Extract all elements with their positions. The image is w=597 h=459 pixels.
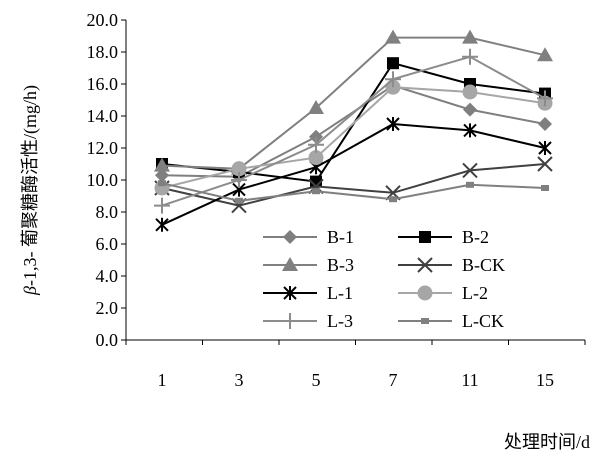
data-point-b-ck [462,162,478,179]
y-axis-title: β-1,3- 葡聚糖酶活性/(mg/h) [20,85,41,296]
series-line-l-2 [161,86,546,189]
series-l-2 [154,79,553,196]
data-point-l-1 [538,141,552,155]
data-point-l-ck [235,197,243,204]
data-point-l-ck [389,196,397,203]
legend-marker-l-3 [282,313,298,329]
x-tick-label: 5 [312,370,321,390]
y-tick-label: 6.0 [96,234,119,254]
data-point-b-3 [154,157,170,172]
y-tick-label: 0.0 [96,330,119,350]
data-point-b-1 [538,117,552,131]
series-line-l-1 [161,122,546,226]
legend-item-l-2: L-2 [398,283,488,303]
data-point-l-3 [462,48,478,65]
y-tick-label: 18.0 [87,42,119,62]
y-tick-label: 14.0 [87,106,119,126]
data-point-b-ck [537,156,553,172]
legend-item-l-ck: L-CK [398,311,504,331]
y-tick-label: 20.0 [87,10,119,30]
series-b-3 [154,29,553,175]
data-point-b-1 [155,168,169,183]
legend-marker-l-ck [421,318,429,324]
data-point-l-2 [231,161,247,177]
data-point-b-1 [463,102,477,117]
y-tick-label: 8.0 [96,202,119,222]
legend-marker-l-2 [417,285,433,301]
legend-label: B-CK [462,255,505,275]
legend-label: L-2 [462,283,488,303]
legend-label: L-CK [462,311,504,331]
data-point-b-3 [308,100,324,114]
legend-item-l-3: L-3 [263,311,353,331]
y-tick-label: 2.0 [96,298,119,318]
series-line-b-1 [161,84,546,178]
legend-item-l-1: L-1 [263,283,353,303]
legend-marker-b-2 [419,231,431,243]
data-point-l-3 [154,197,170,214]
data-point-l-ck [466,181,474,188]
data-point-l-ck [541,185,549,191]
data-point-l-1 [386,117,400,131]
data-point-l-1 [463,123,477,138]
data-point-l-1 [155,217,169,232]
y-tick-label: 10.0 [87,170,119,190]
y-axis-title-prefix: β [20,286,40,296]
y-tick-label: 12.0 [87,138,119,158]
x-tick-label: 3 [235,370,244,390]
data-point-l-ck [312,188,320,195]
legend-label: B-2 [462,227,489,247]
x-axis-ticks: 1 3 5 7 11 15 [125,340,586,390]
data-point-l-2 [308,150,324,166]
data-point-l-3 [537,90,553,107]
series-layer [154,29,553,232]
x-tick-label: 11 [461,370,478,390]
legend-item-b-1: B-1 [263,227,354,247]
data-point-b-3 [462,29,478,44]
data-point-l-3 [385,71,401,88]
legend-marker-b-ck [417,257,433,273]
y-tick-label: 4.0 [96,266,119,286]
data-point-b-3 [385,29,401,44]
legend-label: B-3 [327,255,354,275]
series-l-1 [155,117,552,232]
legend-label: L-1 [327,283,353,303]
data-point-b-2 [387,57,399,70]
legend-marker-l-1 [283,286,297,300]
series-l-ck [158,180,549,204]
data-point-l-3 [308,136,324,153]
x-tick-label: 7 [389,370,398,390]
data-point-l-2 [462,84,478,100]
legend: B-1 B-2 B-3 B-CK L-1 L-2 L-3 L-CK [263,227,505,331]
data-point-b-3 [537,47,553,62]
legend-item-b-2: B-2 [398,227,489,247]
x-tick-label: 15 [536,370,554,390]
series-line-b-3 [161,36,546,170]
y-axis-ticks: 0.0 2.0 4.0 6.0 8.0 10.0 12.0 14.0 16.0 18.0 20.0 [87,10,126,350]
legend-label: L-3 [327,311,353,331]
data-point-l-ck [158,180,166,187]
series-line-l-ck [161,182,546,202]
legend-label: B-1 [327,227,354,247]
legend-item-b-3: B-3 [263,255,354,275]
legend-item-b-ck: B-CK [398,255,505,275]
series-l-3 [154,48,553,214]
x-tick-label: 1 [158,370,167,390]
y-tick-label: 16.0 [87,74,119,94]
data-point-l-3 [231,172,247,188]
y-axis-title-text: -1,3- 葡聚糖酶活性/(mg/h) [20,85,41,286]
series-line-b-ck [161,163,546,207]
x-axis-title: 处理时间/d [504,432,590,452]
legend-marker-b-3 [282,257,298,271]
series-line-l-3 [161,55,546,207]
legend-marker-b-1 [283,230,297,244]
